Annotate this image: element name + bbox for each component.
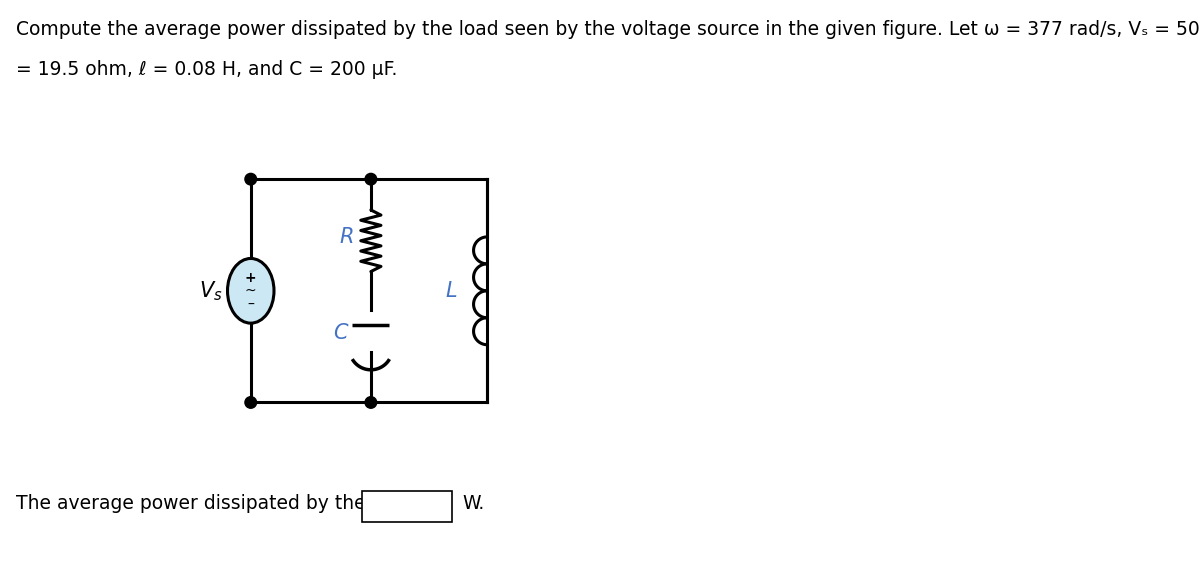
Text: W.: W. bbox=[462, 494, 485, 513]
Circle shape bbox=[365, 174, 377, 185]
Text: –: – bbox=[247, 298, 254, 312]
Circle shape bbox=[245, 174, 257, 185]
Text: ~: ~ bbox=[245, 284, 257, 298]
Text: Compute the average power dissipated by the load seen by the voltage source in t: Compute the average power dissipated by … bbox=[16, 20, 1200, 39]
Text: $R$: $R$ bbox=[340, 227, 354, 247]
Text: $C$: $C$ bbox=[332, 323, 349, 343]
Text: $V_s$: $V_s$ bbox=[199, 279, 222, 303]
Ellipse shape bbox=[228, 258, 274, 323]
Text: = 19.5 ohm, ℓ = 0.08 H, and C = 200 μF.: = 19.5 ohm, ℓ = 0.08 H, and C = 200 μF. bbox=[16, 60, 397, 79]
Text: +: + bbox=[245, 271, 257, 286]
Circle shape bbox=[365, 397, 377, 408]
Text: The average power dissipated by the load is: The average power dissipated by the load… bbox=[16, 494, 432, 513]
Text: $L$: $L$ bbox=[445, 281, 457, 301]
Circle shape bbox=[245, 397, 257, 408]
